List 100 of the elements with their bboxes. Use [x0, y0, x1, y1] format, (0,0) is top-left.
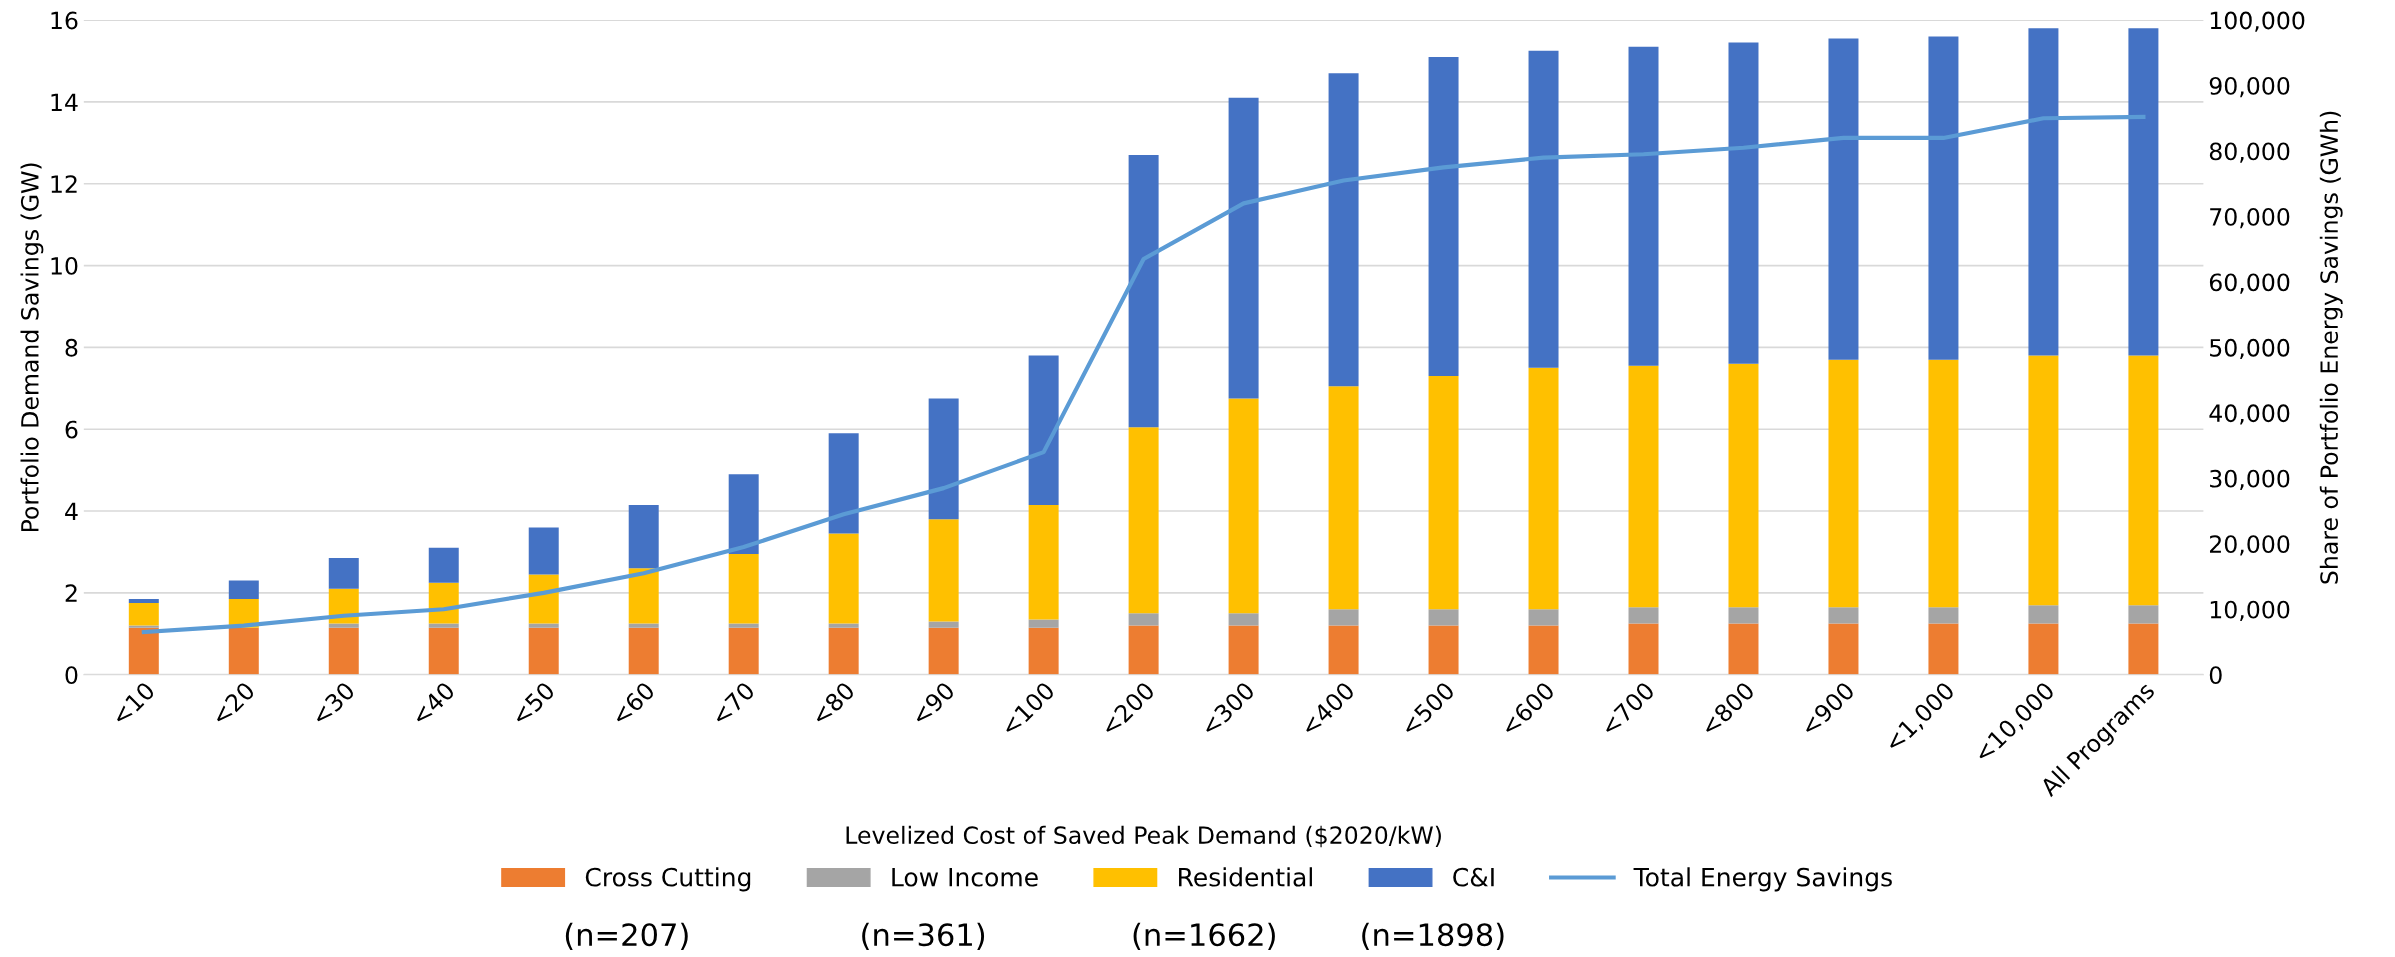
y-tick-label: 4: [65, 502, 78, 521]
bar: [1128, 155, 1159, 428]
bar: [228, 627, 259, 675]
y2-tick-label: 30,000: [2210, 469, 2290, 491]
x-tick-label: <70: [710, 680, 756, 726]
text: (n=361): [862, 922, 985, 950]
bar: [328, 627, 359, 675]
y-tick-label: 2: [65, 584, 77, 602]
bar: [1728, 363, 1759, 608]
bar: [228, 580, 259, 599]
bar: [1828, 38, 1859, 360]
legend-label: Residential: [1179, 867, 1312, 887]
legend-label: C&I: [1453, 867, 1494, 887]
bar: [1928, 607, 1959, 624]
bar: [2128, 623, 2159, 675]
bar: [528, 574, 559, 624]
bar: [828, 433, 859, 534]
bar: [1428, 376, 1459, 610]
bar: [1028, 504, 1059, 620]
bar: [1728, 42, 1759, 364]
bar: [928, 627, 959, 675]
legend-label: Low Income: [892, 868, 1038, 887]
bar: [1628, 623, 1659, 675]
bar: [128, 627, 159, 675]
bar: [2028, 605, 2059, 624]
bar: [1528, 50, 1559, 368]
bar: [628, 568, 659, 624]
text: (n=1898): [1362, 922, 1504, 950]
bar: [1428, 609, 1459, 626]
y2-tick-label: 80,000: [2209, 142, 2290, 163]
bar: [1628, 46, 1659, 366]
bar: [1328, 386, 1359, 610]
bar: [528, 623, 559, 628]
x-tick-label: <60: [610, 680, 656, 726]
bar: [628, 504, 659, 569]
y2-tick-label: 60,000: [2209, 273, 2290, 294]
y-tick-label: 16: [51, 11, 78, 30]
bar: [1728, 607, 1759, 624]
bar: [1228, 398, 1259, 614]
bar: [1928, 36, 1959, 360]
bar: [1328, 609, 1359, 626]
x-tick-label: <80: [810, 680, 856, 726]
y2-axis-title: Share of Portfolio Energy Savings (GWh): [2319, 111, 2343, 584]
bar: [328, 623, 359, 628]
bar: [2028, 355, 2059, 606]
bar: [728, 623, 759, 628]
bar: [428, 627, 459, 675]
y2-tick-label: 70,000: [2210, 207, 2290, 229]
bar: [328, 558, 359, 589]
y-tick-label: 10: [51, 257, 78, 275]
bar: [1128, 613, 1159, 626]
bar: [428, 623, 459, 628]
bar: [1028, 619, 1059, 628]
x-tick-label: <20: [210, 680, 256, 726]
bar: [828, 533, 859, 624]
x-tick-label: <10: [110, 680, 156, 726]
y-axis-title: Portfolio Demand Savings (GW): [20, 163, 44, 532]
bar: [1628, 607, 1659, 624]
bar: [1528, 609, 1559, 626]
y-tick-label: 0: [65, 666, 78, 684]
bar: [2128, 605, 2159, 624]
bar: [728, 554, 759, 624]
bar: [1028, 355, 1059, 505]
bar: [128, 603, 159, 626]
text: (n=207): [565, 922, 688, 950]
bar: [1228, 613, 1259, 626]
y2-tick-label: 10,000: [2210, 600, 2290, 621]
bar: [628, 627, 659, 675]
x-tick-label: <30: [310, 680, 356, 726]
bar: [628, 623, 659, 628]
x-tick-label: <50: [510, 680, 556, 726]
y-tick-label: 12: [51, 175, 77, 193]
bar: [128, 599, 159, 604]
bar: [1328, 73, 1359, 387]
bar: [1028, 627, 1059, 675]
bar: [1328, 625, 1359, 675]
legend-label: Cross Cutting: [585, 867, 751, 892]
bar: [828, 623, 859, 628]
line-series: [141, 114, 2146, 635]
bar: [1828, 607, 1859, 624]
y2-tick-label: 50,000: [2210, 338, 2290, 360]
bar: [1528, 367, 1559, 610]
bar: [2028, 623, 2059, 675]
bar: [928, 398, 959, 520]
bar: [2128, 355, 2159, 606]
y2-tick-label: 20,000: [2209, 535, 2290, 556]
bar: [828, 627, 859, 675]
bar: [1928, 359, 1959, 608]
bar: [1228, 625, 1259, 675]
bar: [1628, 365, 1659, 608]
y2-tick-label: 40,000: [2209, 404, 2290, 425]
bar: [1528, 625, 1559, 675]
bar: [728, 627, 759, 675]
x-axis-title: Levelized Cost of Saved Peak Demand ($2020/kW): [846, 825, 1441, 848]
bar: [1428, 625, 1459, 675]
y-tick-label: 8: [65, 338, 78, 357]
bar: [928, 519, 959, 622]
x-tick-label: <90: [910, 680, 956, 726]
bar: [528, 627, 559, 675]
legend-label: Total Energy Savings: [1633, 867, 1892, 892]
